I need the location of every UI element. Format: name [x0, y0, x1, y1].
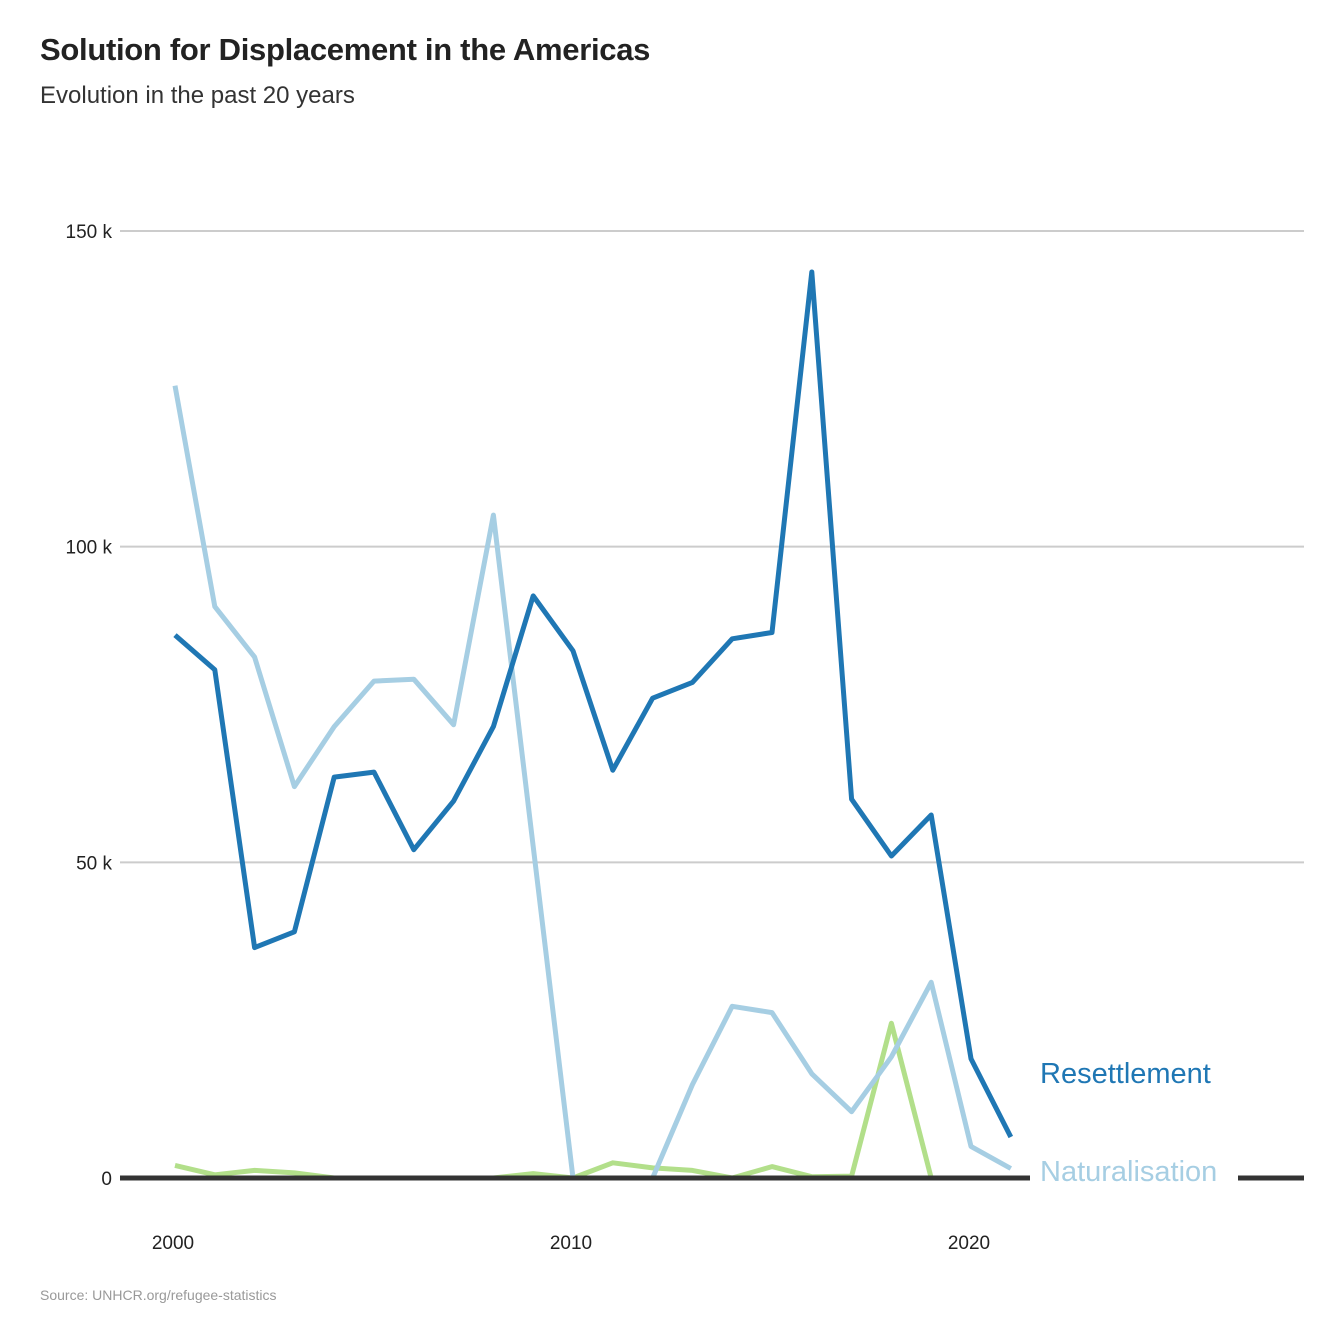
y-tick-label: 150 k: [66, 222, 113, 243]
gridlines: [120, 230, 1304, 864]
y-tick-label: 100 k: [66, 538, 113, 559]
x-axis-ticks: 2000 2010 2020: [152, 1233, 990, 1254]
series-line-resettlement: [173, 269, 1014, 1139]
chart-subtitle: Evolution in the past 20 years: [40, 82, 355, 109]
series-lines: [172, 269, 1014, 1181]
x-tick-label: 2000: [152, 1233, 194, 1254]
series-line-series-2: [174, 1020, 934, 1181]
x-tick-label: 2020: [948, 1233, 990, 1254]
series-label-resettlement: Resettlement: [1040, 1058, 1211, 1090]
series-labels: Resettlement Naturalisation: [1040, 1058, 1217, 1188]
y-tick-label: 0: [101, 1169, 112, 1190]
series-label-naturalisation: Naturalisation: [1040, 1156, 1217, 1188]
series-line-naturalisation: [172, 385, 1013, 1181]
chart-title: Solution for Displacement in the America…: [40, 32, 651, 67]
y-tick-label: 50 k: [76, 853, 112, 874]
x-tick-label: 2010: [550, 1233, 592, 1254]
y-axis-ticks: 0 50 k 100 k 150 k: [66, 222, 113, 1190]
source-note: Source: UNHCR.org/refugee-statistics: [40, 1287, 277, 1303]
